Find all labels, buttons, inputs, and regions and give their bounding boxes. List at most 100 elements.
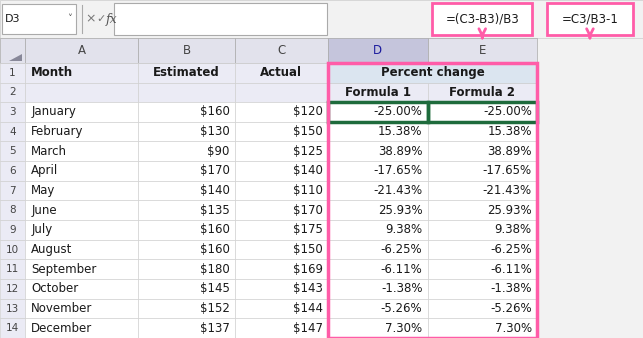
- Bar: [0, 82, 24, 102]
- Text: C: C: [277, 44, 285, 57]
- Text: 9.38%: 9.38%: [494, 223, 532, 236]
- Bar: [235, 240, 328, 259]
- Text: 7.30%: 7.30%: [385, 322, 422, 335]
- Bar: [235, 279, 328, 299]
- Bar: [428, 102, 537, 122]
- Text: =(C3-B3)/B3: =(C3-B3)/B3: [446, 13, 519, 26]
- Bar: [2, 4, 76, 34]
- Text: March: March: [31, 145, 67, 158]
- Bar: [138, 82, 235, 102]
- Text: 4: 4: [9, 127, 15, 137]
- Bar: [428, 161, 537, 181]
- Bar: [428, 259, 537, 279]
- Bar: [0, 142, 24, 161]
- Text: -6.11%: -6.11%: [490, 263, 532, 276]
- Bar: [328, 102, 428, 122]
- Text: 8: 8: [9, 205, 15, 215]
- Text: $120: $120: [293, 105, 323, 119]
- Bar: [235, 102, 328, 122]
- Bar: [138, 122, 235, 142]
- Text: November: November: [31, 302, 93, 315]
- Bar: [0, 38, 24, 63]
- Bar: [428, 318, 537, 338]
- Text: May: May: [31, 184, 55, 197]
- Text: -6.11%: -6.11%: [381, 263, 422, 276]
- Bar: [428, 200, 537, 220]
- Text: 12: 12: [6, 284, 19, 294]
- Text: August: August: [31, 243, 73, 256]
- Bar: [24, 279, 138, 299]
- Bar: [138, 220, 235, 240]
- Text: $110: $110: [293, 184, 323, 197]
- Text: $144: $144: [293, 302, 323, 315]
- Text: $140: $140: [200, 184, 230, 197]
- Bar: [24, 181, 138, 200]
- Text: February: February: [31, 125, 84, 138]
- Bar: [328, 161, 428, 181]
- Bar: [0, 259, 24, 279]
- Text: 13: 13: [6, 304, 19, 314]
- Bar: [235, 161, 328, 181]
- Bar: [235, 200, 328, 220]
- Bar: [24, 318, 138, 338]
- Bar: [328, 63, 537, 338]
- Bar: [328, 200, 428, 220]
- Bar: [328, 63, 537, 82]
- Bar: [138, 38, 235, 63]
- Bar: [428, 181, 537, 200]
- Bar: [24, 299, 138, 318]
- Bar: [24, 63, 138, 82]
- Text: $160: $160: [200, 223, 230, 236]
- Text: 1: 1: [9, 68, 15, 78]
- Bar: [0, 200, 24, 220]
- Bar: [0, 299, 24, 318]
- Text: -6.25%: -6.25%: [490, 243, 532, 256]
- Text: 3: 3: [9, 107, 15, 117]
- Bar: [428, 299, 537, 318]
- Bar: [24, 122, 138, 142]
- Text: 7: 7: [9, 186, 15, 196]
- Bar: [328, 122, 428, 142]
- Bar: [138, 63, 235, 82]
- Text: -5.26%: -5.26%: [490, 302, 532, 315]
- Text: January: January: [31, 105, 76, 119]
- Bar: [0, 220, 24, 240]
- Text: Actual: Actual: [260, 66, 302, 79]
- Bar: [328, 63, 428, 82]
- Text: Percent change: Percent change: [381, 66, 484, 79]
- Bar: [428, 102, 537, 122]
- Text: -21.43%: -21.43%: [483, 184, 532, 197]
- Bar: [138, 200, 235, 220]
- Text: $147: $147: [293, 322, 323, 335]
- Bar: [138, 299, 235, 318]
- Text: -5.26%: -5.26%: [381, 302, 422, 315]
- Bar: [432, 3, 532, 35]
- Bar: [0, 102, 24, 122]
- Text: A: A: [78, 44, 86, 57]
- Text: E: E: [478, 44, 486, 57]
- Bar: [138, 142, 235, 161]
- Text: -25.00%: -25.00%: [374, 105, 422, 119]
- Bar: [328, 240, 428, 259]
- Bar: [0, 318, 24, 338]
- Bar: [138, 102, 235, 122]
- Text: $135: $135: [200, 204, 230, 217]
- Bar: [328, 220, 428, 240]
- Text: fx: fx: [106, 13, 118, 26]
- Text: 9.38%: 9.38%: [385, 223, 422, 236]
- Text: 15.38%: 15.38%: [487, 125, 532, 138]
- Bar: [428, 279, 537, 299]
- Text: 11: 11: [6, 264, 19, 274]
- Bar: [235, 63, 328, 82]
- Bar: [235, 122, 328, 142]
- Bar: [547, 3, 633, 35]
- Text: $137: $137: [200, 322, 230, 335]
- Text: 5: 5: [9, 146, 15, 156]
- Text: $140: $140: [293, 165, 323, 177]
- Bar: [428, 142, 537, 161]
- Bar: [235, 220, 328, 240]
- Bar: [0, 240, 24, 259]
- Bar: [24, 259, 138, 279]
- Text: -1.38%: -1.38%: [490, 282, 532, 295]
- Text: 10: 10: [6, 245, 19, 255]
